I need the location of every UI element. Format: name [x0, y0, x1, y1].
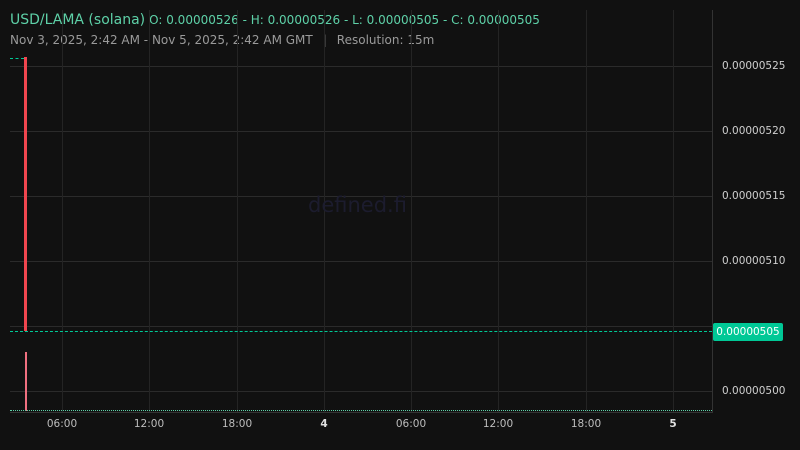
current-price-badge: 0.00000505: [713, 323, 783, 341]
ohlc-readout: O: 0.00000526 - H: 0.00000526 - L: 0.000…: [149, 13, 540, 27]
price-label: 0.00000500: [722, 385, 786, 397]
gridline: [10, 326, 712, 327]
gridline: [10, 391, 712, 392]
current-price-line: [10, 331, 712, 332]
watermark: defined.fi: [308, 193, 407, 217]
time-label: 12:00: [482, 418, 514, 430]
chart-subtitle: Nov 3, 2025, 2:42 AM - Nov 5, 2025, 2:42…: [10, 33, 434, 47]
price-label: 0.00000510: [722, 255, 786, 267]
gridline: [324, 10, 325, 412]
open-price-line: [10, 58, 24, 59]
time-label: 4: [320, 418, 328, 430]
price-label: 0.00000520: [722, 125, 786, 137]
candle[interactable]: [24, 57, 27, 331]
gridline: [62, 10, 63, 412]
gridline: [498, 10, 499, 412]
price-label: 0.00000525: [722, 60, 786, 72]
date-range: Nov 3, 2025, 2:42 AM - Nov 5, 2025, 2:42…: [10, 33, 313, 47]
chart-title: USD/LAMA (solana) O: 0.00000526 - H: 0.00…: [10, 12, 540, 28]
gridline: [673, 10, 674, 412]
time-axis-border: [10, 412, 713, 413]
price-label: 0.00000515: [722, 190, 786, 202]
resolution-label: Resolution: 15m: [336, 33, 435, 47]
time-label: 06:00: [395, 418, 427, 430]
time-label: 18:00: [570, 418, 602, 430]
gridline: [149, 10, 150, 412]
symbol-label: USD/LAMA (solana): [10, 12, 146, 28]
gridline: [411, 10, 412, 412]
volume-bar: [25, 352, 27, 411]
gridline: [10, 131, 712, 132]
time-label: 12:00: [133, 418, 165, 430]
gridline: [237, 10, 238, 412]
time-label: 06:00: [46, 418, 78, 430]
gridline: [10, 196, 712, 197]
gridline: [10, 261, 712, 262]
gridline: [10, 66, 712, 67]
price-axis-border: [712, 10, 713, 412]
time-label: 18:00: [221, 418, 253, 430]
gridline: [586, 10, 587, 412]
time-label: 5: [669, 418, 677, 430]
volume-baseline: [10, 410, 712, 411]
